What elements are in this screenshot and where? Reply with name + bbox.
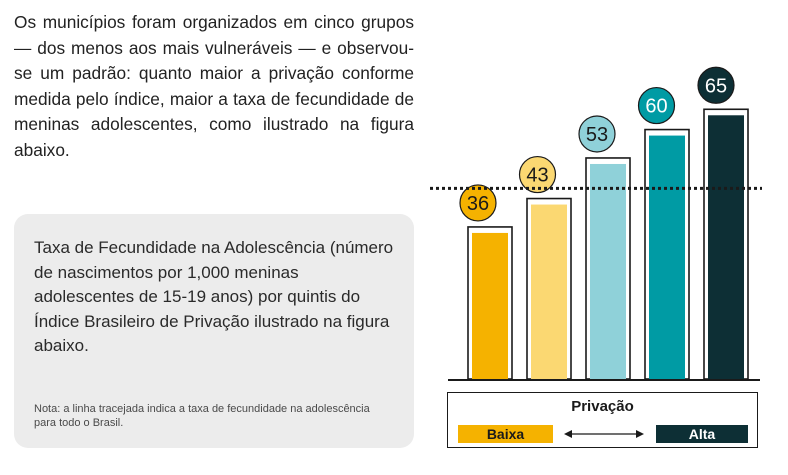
- data-label-4: 60: [645, 96, 667, 118]
- bar-5: [708, 115, 744, 380]
- double-headed-arrow-icon: [564, 430, 644, 438]
- value-badge-4: [637, 86, 676, 125]
- chart-description-panel: Taxa de Fecundidade na Adolescência (núm…: [14, 214, 414, 448]
- legend-title: Privação: [571, 398, 634, 415]
- value-badge-1: [459, 184, 497, 222]
- bar-chart: 36 43 53 60 65: [430, 66, 762, 381]
- data-label-1: 36: [467, 193, 489, 215]
- data-label-5: 65: [705, 75, 727, 97]
- value-badge-3: [578, 115, 616, 153]
- bar-2: [531, 204, 567, 379]
- privation-legend: Privação Baixa Alta: [447, 392, 758, 448]
- bar-3: [590, 163, 626, 379]
- bar-1: [472, 232, 508, 379]
- value-badge-2: [518, 155, 557, 194]
- legend-low-label: Baixa: [458, 425, 553, 443]
- intro-paragraph: Os municípios foram organizados em cinco…: [14, 12, 414, 160]
- data-label-3: 53: [586, 124, 608, 146]
- bar-4: [649, 135, 685, 379]
- panel-note: Nota: a linha tracejada indica a taxa de…: [34, 403, 370, 429]
- value-badge-5: [697, 66, 735, 104]
- data-label-2: 43: [526, 165, 548, 187]
- panel-title: Taxa de Fecundidade na Adolescência (núm…: [34, 238, 394, 355]
- legend-high-label: Alta: [656, 425, 748, 443]
